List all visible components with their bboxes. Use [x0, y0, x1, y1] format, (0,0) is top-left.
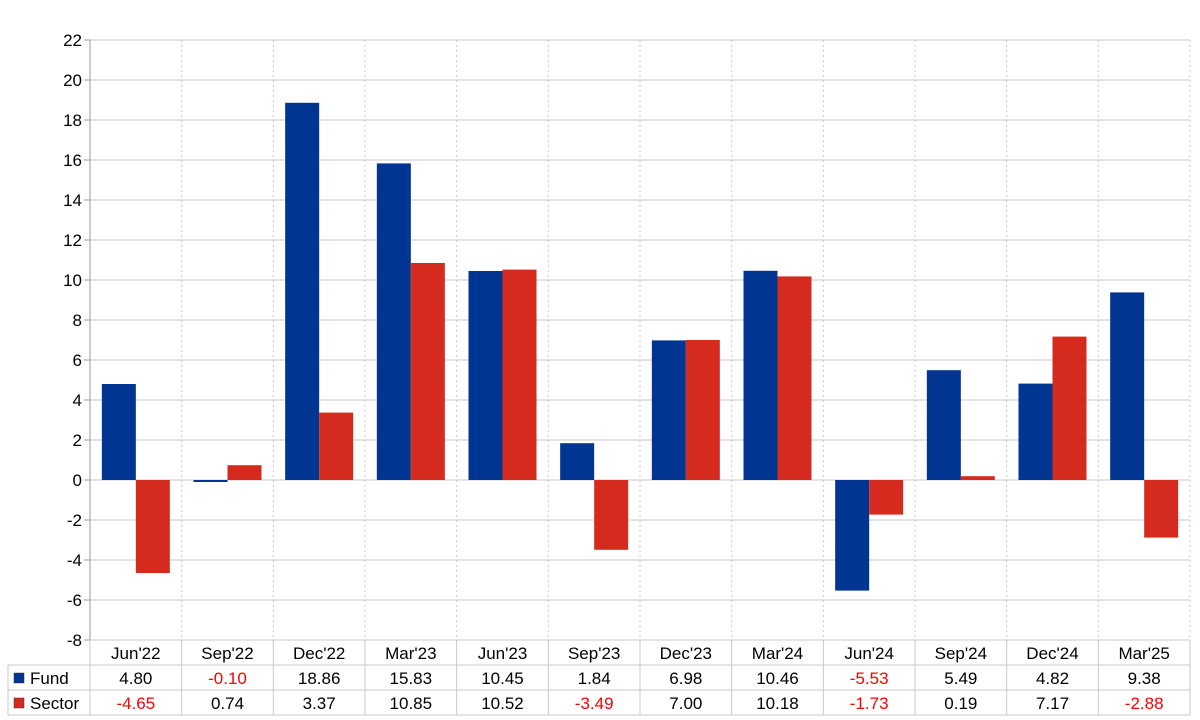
x-category-label: Mar'24	[752, 644, 803, 663]
y-tick-label: -2	[67, 511, 82, 530]
y-tick-label: -6	[67, 591, 82, 610]
x-category-label: Dec'24	[1026, 644, 1078, 663]
data-label: 10.46	[756, 669, 799, 688]
bar-fund-7	[743, 270, 778, 480]
bar-sector-4	[502, 269, 537, 480]
y-tick-label: -4	[67, 551, 82, 570]
data-label: 1.84	[578, 669, 611, 688]
bar-sector-3	[410, 263, 445, 480]
data-label: -1.73	[850, 694, 889, 713]
bar-fund-10	[1018, 383, 1053, 480]
bar-fund-11	[1110, 292, 1145, 480]
data-label: 7.17	[1036, 694, 1069, 713]
y-tick-label: 20	[63, 71, 82, 90]
data-label: -2.88	[1125, 694, 1164, 713]
x-category-label: Sep'22	[201, 644, 253, 663]
data-label: 10.52	[481, 694, 524, 713]
data-label: 9.38	[1128, 669, 1161, 688]
y-tick-label: 2	[73, 431, 82, 450]
bar-fund-4	[468, 271, 503, 480]
data-label: -3.49	[575, 694, 614, 713]
y-tick-label: 12	[63, 231, 82, 250]
x-category-label: Jun'23	[478, 644, 528, 663]
y-tick-label: 6	[73, 351, 82, 370]
bar-fund-2	[285, 102, 320, 481]
legend-label-sector: Sector	[30, 694, 79, 713]
y-tick-label: 22	[63, 31, 82, 50]
bar-sector-2	[319, 412, 354, 480]
x-category-label: Jun'22	[111, 644, 161, 663]
data-label: 18.86	[298, 669, 341, 688]
data-label: 3.37	[303, 694, 336, 713]
data-label: 4.82	[1036, 669, 1069, 688]
data-label: -5.53	[850, 669, 889, 688]
bar-sector-0	[135, 480, 170, 573]
bar-sector-7	[777, 276, 812, 480]
data-label: 15.83	[390, 669, 433, 688]
bar-sector-10	[1052, 336, 1087, 480]
y-tick-label: 4	[73, 391, 82, 410]
y-tick-label: 8	[73, 311, 82, 330]
data-label: -4.65	[116, 694, 155, 713]
bar-fund-1	[193, 480, 228, 482]
bar-fund-5	[560, 443, 595, 480]
bar-fund-9	[926, 370, 961, 480]
data-label: 0.74	[211, 694, 244, 713]
data-label: -0.10	[208, 669, 247, 688]
legend-swatch-sector	[13, 697, 25, 709]
y-tick-label: 0	[73, 471, 82, 490]
x-category-label: Mar'23	[385, 644, 436, 663]
data-label: 10.85	[390, 694, 433, 713]
y-tick-label: 10	[63, 271, 82, 290]
data-label: 0.19	[944, 694, 977, 713]
data-label: 6.98	[669, 669, 702, 688]
legend-swatch-fund	[13, 672, 25, 684]
bar-sector-8	[869, 480, 904, 515]
legend-label-fund: Fund	[30, 669, 69, 688]
y-tick-label: 18	[63, 111, 82, 130]
bar-fund-0	[101, 384, 136, 480]
bar-sector-11	[1144, 480, 1179, 538]
data-label: 4.80	[119, 669, 152, 688]
bar-sector-6	[685, 340, 720, 480]
bar-fund-6	[651, 340, 686, 480]
bar-sector-9	[960, 476, 995, 480]
data-label: 10.18	[756, 694, 799, 713]
x-category-label: Sep'23	[568, 644, 620, 663]
bar-sector-5	[594, 480, 629, 550]
x-category-label: Sep'24	[935, 644, 987, 663]
data-label: 7.00	[669, 694, 702, 713]
bar-fund-8	[835, 480, 870, 591]
data-label: 5.49	[944, 669, 977, 688]
y-tick-label: -8	[67, 631, 82, 650]
x-category-label: Dec'23	[660, 644, 712, 663]
x-category-label: Dec'22	[293, 644, 345, 663]
y-tick-label: 14	[63, 191, 82, 210]
y-tick-label: 16	[63, 151, 82, 170]
bar-fund-3	[376, 163, 411, 480]
x-category-label: Mar'25	[1118, 644, 1169, 663]
x-category-label: Jun'24	[844, 644, 894, 663]
bar-sector-1	[227, 465, 262, 480]
data-label: 10.45	[481, 669, 524, 688]
